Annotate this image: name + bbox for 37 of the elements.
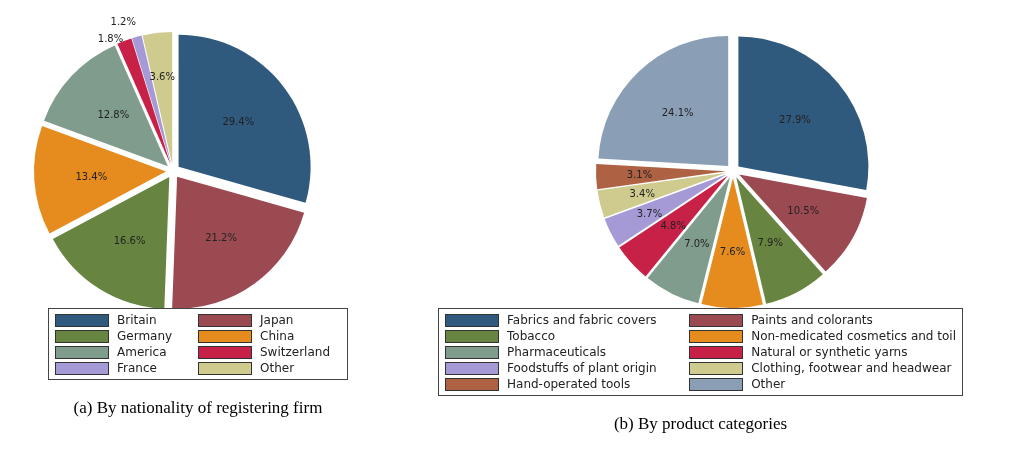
text: (b) By product categories — [612, 414, 789, 434]
legend-label: Paints and colorants — [750, 313, 874, 327]
data-label: 7.6% — [719, 246, 746, 258]
legend-label: Natural or synthetic yarns — [750, 345, 909, 359]
data-label: 3.1% — [626, 169, 653, 181]
legend-label: Non-medicated cosmetics and toil — [750, 329, 956, 343]
data-label: 3.4% — [629, 188, 655, 200]
legend-label: China — [259, 329, 296, 343]
legend-label: Other — [750, 377, 787, 391]
data-label: 4.8% — [660, 219, 686, 231]
data-label: 13.4% — [75, 171, 108, 183]
data-label: 1.8% — [97, 32, 124, 44]
legend-label: Hand-operated tools — [506, 377, 632, 391]
legend-label: Switzerland — [259, 345, 331, 359]
legend-label: Pharmaceuticals — [506, 345, 608, 359]
data-label: 7.9% — [757, 236, 783, 248]
legend-label: Fabrics and fabric covers — [506, 313, 658, 327]
legend-label: Foodstuffs of plant origin — [506, 361, 658, 375]
data-label: 27.9% — [779, 113, 811, 125]
legend-label: Britain — [116, 313, 158, 327]
legend-label: Germany — [116, 329, 174, 343]
legend-label: Clothing, footwear and headwear — [750, 361, 953, 375]
data-label: 7.0% — [684, 237, 710, 249]
data-label: 10.5% — [787, 204, 820, 216]
data-label: 24.1% — [661, 106, 694, 118]
legend-label: Tobacco — [506, 329, 557, 343]
data-label: 29.4% — [222, 116, 255, 128]
data-label: 1.2% — [110, 16, 136, 28]
legend-label: Japan — [258, 313, 295, 327]
data-label: 3.7% — [636, 207, 663, 219]
data-label: 12.8% — [97, 109, 130, 121]
legend-label: America — [116, 345, 168, 359]
legend-label: Other — [259, 361, 296, 375]
legend-label: France — [116, 361, 158, 375]
text: (a) By nationality of registering firm — [72, 398, 324, 418]
data-label: 21.2% — [205, 231, 237, 243]
data-label: 16.6% — [113, 234, 146, 246]
